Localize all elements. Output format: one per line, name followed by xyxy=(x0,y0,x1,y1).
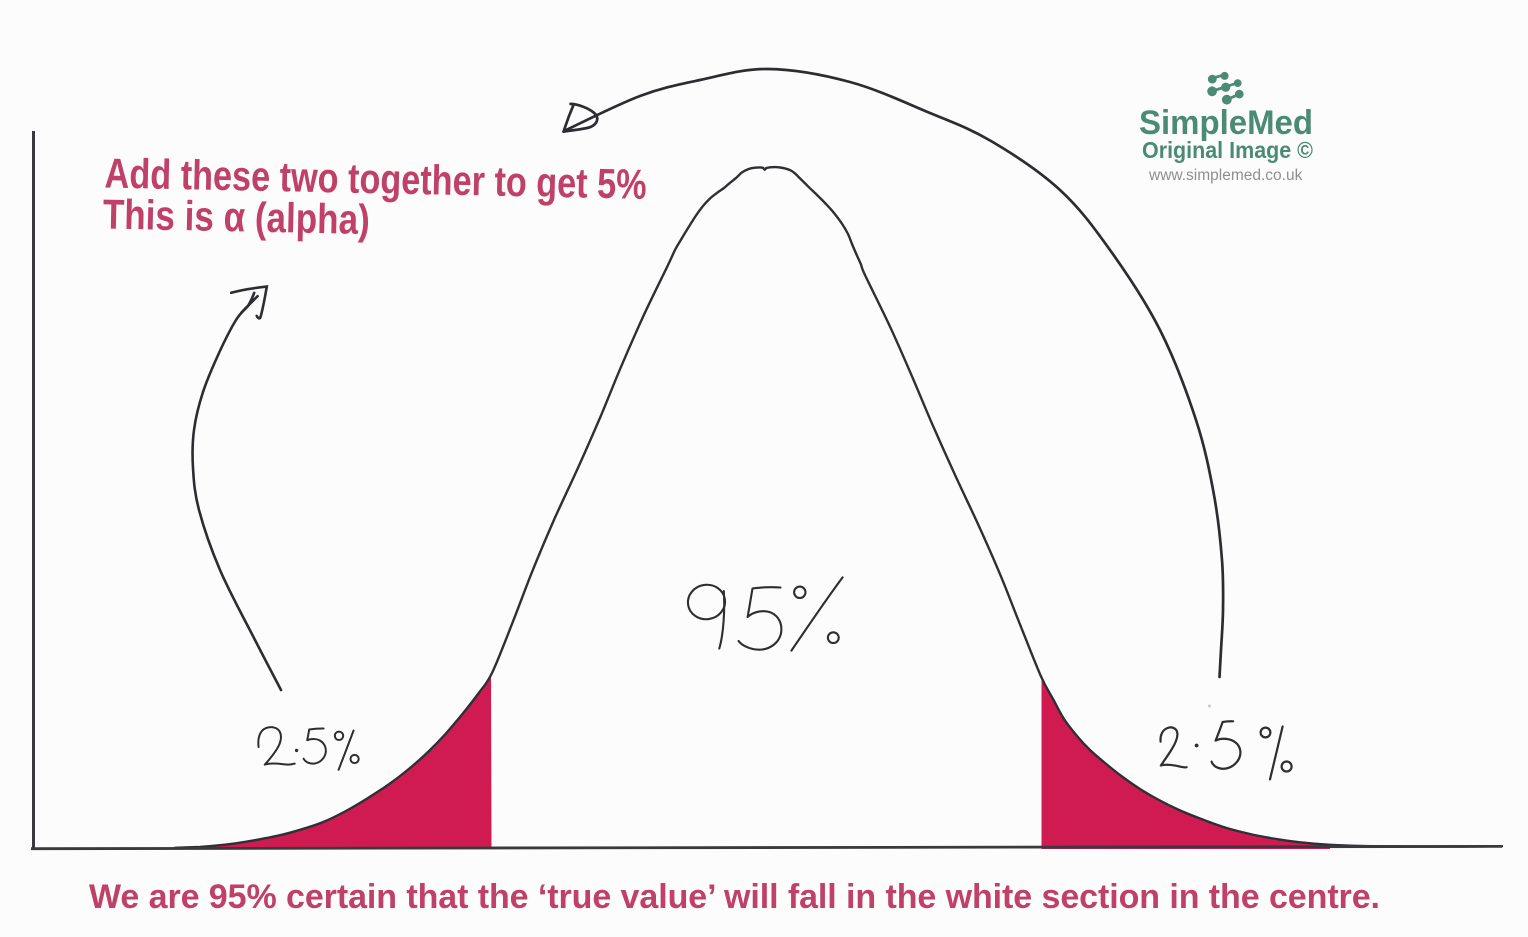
svg-text:Add these two together to get: Add these two together to get 5% xyxy=(104,150,647,208)
svg-text:Original Image ©: Original Image © xyxy=(1142,137,1313,163)
svg-text:SimpleMed: SimpleMed xyxy=(1139,104,1313,142)
svg-text:This is α (alpha): This is α (alpha) xyxy=(102,190,370,243)
svg-text:We are 95% certain that the ‘t: We are 95% certain that the ‘true value’… xyxy=(89,878,1380,916)
svg-text:www.simplemed.co.uk: www.simplemed.co.uk xyxy=(1148,167,1303,184)
